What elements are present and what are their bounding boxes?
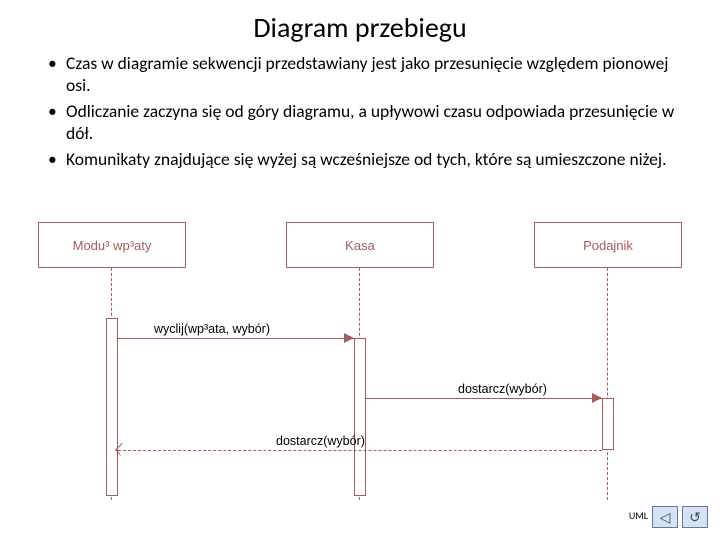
- bullet-list: Czas w diagramie sekwencji przedstawiany…: [0, 53, 720, 170]
- activation-bar: [106, 318, 118, 496]
- lifeline-head: Kasa: [286, 222, 434, 268]
- message-arrowhead: [344, 333, 354, 343]
- bullet-item: Czas w diagramie sekwencji przedstawiany…: [48, 53, 692, 97]
- footer-label: UML: [629, 509, 648, 522]
- activation-bar: [602, 398, 614, 450]
- message-label: dostarcz(wybór): [458, 382, 547, 396]
- nav-back-button[interactable]: ◁: [652, 506, 678, 528]
- message-line: [118, 450, 602, 451]
- page-title: Diagram przebiegu: [0, 0, 720, 53]
- message-line: [366, 398, 602, 399]
- bullet-item: Komunikaty znajdujące się wyżej są wcześ…: [48, 149, 692, 171]
- message-label: wyclij(wp³ata, wybór): [154, 322, 270, 336]
- nav-return-button[interactable]: ↺: [682, 506, 708, 528]
- message-label: dostarcz(wybór): [276, 434, 365, 448]
- message-arrowhead: [592, 393, 602, 403]
- message-line: [118, 338, 354, 339]
- lifeline-line: [607, 268, 608, 500]
- lifeline-head: Podajnik: [534, 222, 682, 268]
- sequence-diagram: Modu³ wp³aty Kasa Podajnik wyclij(wp³ata, w…: [38, 222, 682, 510]
- activation-bar: [354, 338, 366, 496]
- bullet-item: Odliczanie zaczyna się od góry diagramu,…: [48, 101, 692, 145]
- lifeline-head: Modu³ wp³aty: [38, 222, 186, 268]
